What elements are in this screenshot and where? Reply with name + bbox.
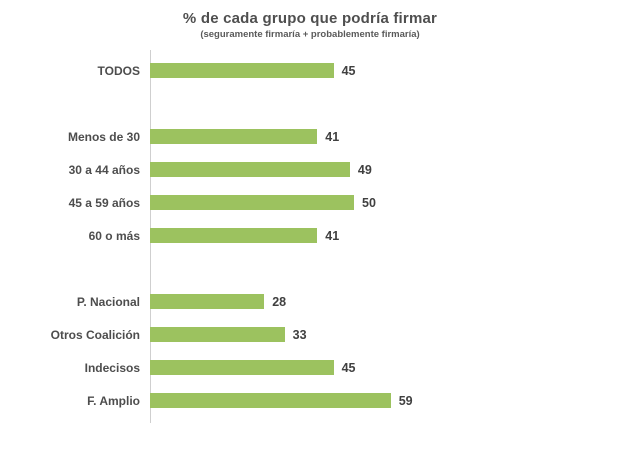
category-label: P. Nacional — [76, 294, 140, 309]
bar — [150, 393, 391, 408]
value-label: 50 — [362, 195, 376, 210]
category-label: Menos de 30 — [67, 129, 140, 144]
bar — [150, 294, 265, 309]
bar-track: 49 — [150, 162, 620, 177]
bar — [150, 162, 350, 177]
value-label: 49 — [357, 162, 372, 177]
bar-row: TODOS 45 — [0, 54, 620, 87]
category-label: Otros Coalición — [50, 327, 140, 342]
bar-track: 33 — [150, 327, 620, 342]
category-label: 30 a 44 años — [68, 162, 140, 177]
bar-group: P. Nacional 28 Otros Coalición 33 Indecisos 4… — [0, 285, 620, 417]
bar-row: 60 o más 41 — [0, 219, 620, 252]
bar-track: 59 — [150, 393, 620, 408]
bar-groups: TODOS 45 Menos de 30 41 30 a 44 años 49 45 a 5… — [0, 54, 620, 417]
bar — [150, 228, 318, 243]
category-label: 45 a 59 años — [68, 195, 140, 210]
category-label: 60 o más — [88, 228, 140, 243]
value-label: 41 — [325, 129, 340, 144]
bar — [150, 129, 318, 144]
category-label: TODOS — [97, 63, 140, 78]
bar-track: 45 — [150, 63, 620, 78]
bar-row: Otros Coalición 33 — [0, 318, 620, 351]
bar-row: 30 a 44 años 49 — [0, 153, 620, 186]
bar-row: Indecisos 45 — [0, 351, 620, 384]
bar-track: 50 — [150, 195, 620, 210]
bar-row: F. Amplio 59 — [0, 384, 620, 417]
plot-area: TODOS 45 Menos de 30 41 30 a 44 años 49 45 a 5… — [0, 50, 620, 423]
value-label: 45 — [341, 360, 356, 375]
chart-title: % de cada grupo que podría firmar — [182, 10, 438, 27]
value-label: 33 — [292, 327, 307, 342]
bar-track: 41 — [150, 129, 620, 144]
bar-row: P. Nacional 28 — [0, 285, 620, 318]
bar-row: Menos de 30 41 — [0, 120, 620, 153]
bar-track: 45 — [150, 360, 620, 375]
bar — [150, 63, 334, 78]
value-label: 41 — [325, 228, 340, 243]
bar-track: 41 — [150, 228, 620, 243]
chart-subtitle: (seguramente firmaría + probablemente fi… — [200, 29, 420, 40]
value-label: 59 — [398, 393, 413, 408]
value-label: 45 — [341, 63, 356, 78]
chart-header: % de cada grupo que podría firmar (segur… — [0, 0, 620, 41]
category-label: F. Amplio — [87, 393, 140, 408]
bar-group: TODOS 45 — [0, 54, 620, 87]
bar — [150, 327, 285, 342]
bar-track: 28 — [150, 294, 620, 309]
bar-group: Menos de 30 41 30 a 44 años 49 45 a 59 años 5… — [0, 120, 620, 252]
value-label: 28 — [272, 294, 287, 309]
bar — [150, 360, 334, 375]
bar-row: 45 a 59 años 50 — [0, 186, 620, 219]
category-label: Indecisos — [84, 360, 140, 375]
bar — [150, 195, 354, 210]
